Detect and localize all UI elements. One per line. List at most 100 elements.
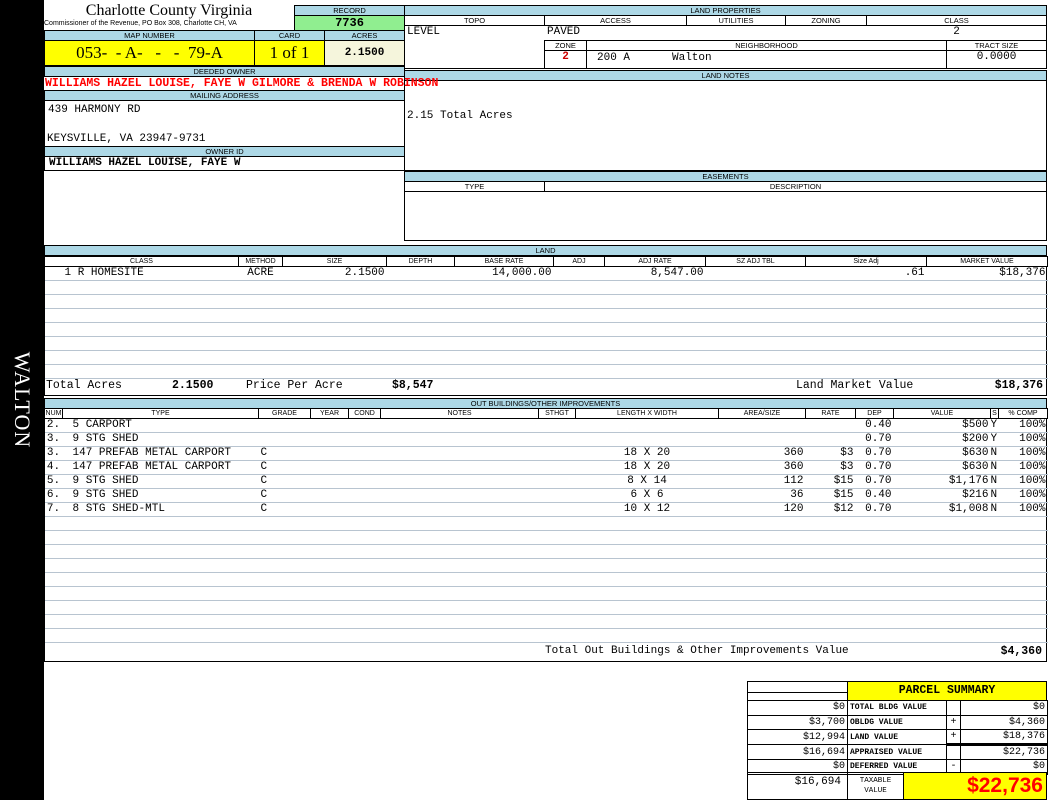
outbuilding-cell — [310, 502, 349, 517]
outbuilding-cell — [998, 628, 1048, 643]
taxable-value: $22,736 — [903, 772, 1047, 800]
outbuilding-cell — [310, 614, 349, 629]
summary-label: OBLDG VALUE — [847, 714, 947, 730]
outbuilding-row — [44, 614, 1048, 629]
outbuilding-cell — [348, 544, 381, 559]
outbuilding-cell: C — [258, 502, 311, 517]
land-cell — [926, 308, 1048, 323]
outbuilding-cell — [538, 502, 576, 517]
outbuilding-cell — [538, 614, 576, 629]
outbuilding-cell — [893, 586, 991, 601]
neighborhood-code: 200 A — [597, 52, 631, 64]
outbuilding-row: 6. 9 STG SHED C 6 X 6 36 $15 0.40 $216 N 100% — [44, 488, 1048, 503]
land-row — [44, 308, 1048, 323]
land-cell — [282, 280, 387, 295]
acres-value: 2.1500 — [324, 40, 405, 66]
outbuilding-cell — [258, 530, 311, 545]
outbuilding-cell — [310, 460, 349, 475]
outbuilding-cell: C — [258, 474, 311, 489]
outbuilding-cell — [805, 628, 856, 643]
land-cell: 2.1500 — [282, 266, 387, 281]
outbuilding-cell — [718, 572, 806, 587]
land-cell — [553, 294, 605, 309]
outbuilding-cell — [380, 600, 539, 615]
summary-label: APPRAISED VALUE — [847, 744, 947, 760]
outbuilding-cell — [575, 628, 719, 643]
land-cell — [604, 280, 706, 295]
outbuilding-cell: $12 — [805, 502, 856, 517]
outbuilding-row — [44, 600, 1048, 615]
outbuilding-cell — [805, 544, 856, 559]
land-cell — [44, 322, 239, 337]
summary-op: + — [946, 714, 961, 730]
outbuilding-column-header: NUM — [44, 408, 63, 419]
outbuilding-cell: 100% — [998, 432, 1048, 447]
land-cell — [805, 280, 927, 295]
summary-right: $4,360 — [960, 714, 1048, 730]
land-cell — [44, 294, 239, 309]
land-column-header: SIZE — [282, 256, 387, 267]
land-cell — [553, 280, 605, 295]
outbuilding-cell — [538, 628, 576, 643]
land-cell — [604, 294, 706, 309]
land-totals-row: Total Acres 2.1500 Price Per Acre $8,547… — [44, 378, 1047, 395]
outbuilding-cell — [805, 558, 856, 573]
land-cell: ACRE — [238, 266, 283, 281]
outbuilding-cell — [718, 432, 806, 447]
outbuilding-cell — [310, 530, 349, 545]
land-cell — [805, 308, 927, 323]
land-row — [44, 350, 1048, 365]
office-address: Commissioner of the Revenue, PO Box 308,… — [44, 20, 237, 27]
outbuilding-cell — [44, 516, 63, 531]
outbuilding-cell — [855, 586, 894, 601]
land-row — [44, 294, 1048, 309]
land-cell — [386, 364, 455, 379]
outbuilding-cell — [575, 432, 719, 447]
outbuilding-cell: 360 — [718, 446, 806, 461]
outbuilding-cell — [805, 432, 856, 447]
land-cell — [926, 280, 1048, 295]
outbuilding-cell: $15 — [805, 474, 856, 489]
outbuilding-cell — [348, 530, 381, 545]
outbuilding-cell — [348, 474, 381, 489]
outbuilding-cell: $216 — [893, 488, 991, 503]
summary-row: $0 DEFERRED VALUE - $0 — [747, 759, 1048, 775]
total-acres-label: Total Acres — [46, 379, 122, 392]
land-cell — [705, 322, 806, 337]
outbuilding-cell: 0.70 — [855, 446, 894, 461]
summary-left: $0 — [747, 759, 848, 775]
land-cell — [454, 364, 554, 379]
outbuilding-cell — [380, 418, 539, 433]
price-per-acre-label: Price Per Acre — [246, 379, 343, 392]
outbuilding-cell — [380, 446, 539, 461]
land-cell — [705, 336, 806, 351]
outbuilding-cell — [380, 474, 539, 489]
owner-id: WILLIAMS HAZEL LOUISE, FAYE W — [44, 156, 405, 171]
outbuilding-cell — [44, 600, 63, 615]
summary-row: $16,694 APPRAISED VALUE $22,736 — [747, 743, 1048, 760]
land-cell — [553, 336, 605, 351]
summary-label: LAND VALUE — [847, 729, 947, 745]
outbuilding-cell — [805, 530, 856, 545]
outbuilding-cell: N — [990, 460, 999, 475]
outbuilding-cell: 100% — [998, 474, 1048, 489]
outbuilding-cell — [718, 516, 806, 531]
outbuilding-row: 3. 147 PREFAB METAL CARPORT C 18 X 20 360 $3 0… — [44, 446, 1048, 461]
outbuilding-cell — [998, 586, 1048, 601]
land-cell — [454, 280, 554, 295]
outbuilding-row — [44, 558, 1048, 573]
land-cell — [705, 350, 806, 365]
land-cell — [282, 322, 387, 337]
outbuilding-cell: 9 STG SHED — [62, 488, 259, 503]
outbuilding-column-header: STHGT — [538, 408, 576, 419]
outbuilding-cell — [990, 544, 999, 559]
outbuilding-cell: $15 — [805, 488, 856, 503]
summary-left: $12,994 — [747, 729, 848, 745]
land-cell — [705, 266, 806, 281]
outbuilding-cell — [380, 628, 539, 643]
land-row — [44, 364, 1048, 379]
land-cell — [238, 364, 283, 379]
land-cell — [926, 322, 1048, 337]
summary-right: $0 — [960, 700, 1048, 716]
easements-body — [404, 191, 1047, 241]
